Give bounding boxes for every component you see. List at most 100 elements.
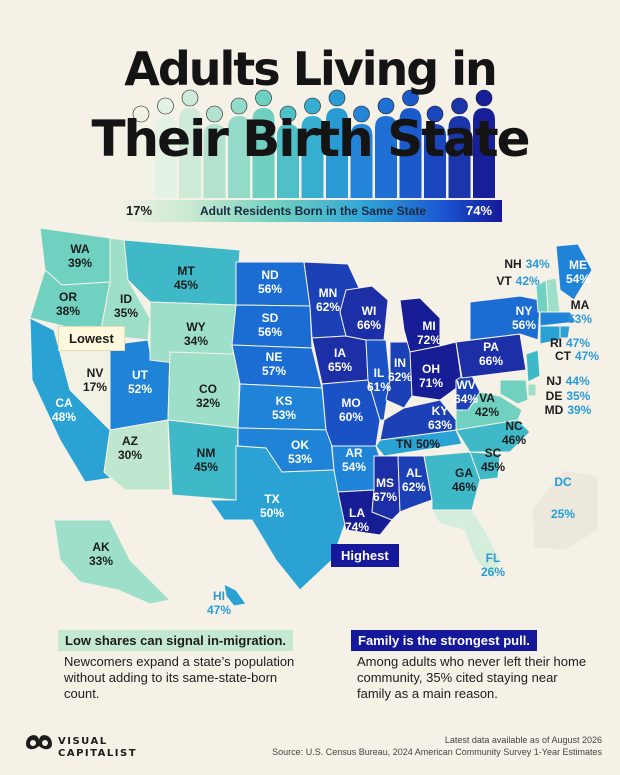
state-value: 34% [183, 334, 209, 348]
state-code: HI [213, 589, 225, 603]
state-label-hi: HI 47% [207, 589, 231, 617]
state-value: 38% [55, 304, 81, 318]
state-code: DE [545, 389, 563, 403]
state-label-wy: WY 34% [184, 320, 208, 348]
state-label-la: LA 74% [345, 506, 369, 534]
highest-callout: Highest [331, 544, 399, 567]
state-co [167, 351, 241, 429]
state-code: NH [504, 257, 522, 271]
state-value: 33% [88, 554, 114, 568]
person-head [157, 97, 174, 115]
state-value: 47% [565, 336, 591, 350]
state-value: 53% [287, 452, 313, 466]
state-label-vt: VT 42% [496, 274, 539, 288]
state-label-az: AZ 30% [118, 434, 142, 462]
state-value: 34% [525, 257, 550, 271]
state-label-ar: AR 54% [342, 446, 366, 474]
state-value: 26% [480, 565, 506, 579]
person-figure [301, 116, 324, 198]
state-ak [53, 519, 172, 605]
state-code: SD [261, 311, 279, 325]
state-value: 67% [372, 490, 398, 504]
insight-left-text: Newcomers expand a state’s population wi… [64, 654, 295, 701]
state-label-ny: NY 56% [512, 304, 536, 332]
state-label-wa: WA 39% [68, 242, 92, 270]
state-code: TX [264, 492, 280, 506]
state-ny [469, 295, 541, 341]
state-label-ok: OK 53% [288, 438, 312, 466]
state-al [397, 455, 433, 513]
state-code: MO [341, 396, 361, 410]
state-de [527, 383, 537, 397]
insight-right-heading: Family is the strongest pull. [351, 630, 537, 651]
state-label-mo: MO 60% [339, 396, 363, 424]
state-code: RI [549, 336, 562, 350]
state-me [555, 243, 593, 301]
state-value: 62% [387, 370, 413, 384]
state-code: CA [55, 396, 73, 410]
state-code: DC [554, 475, 572, 489]
state-code: MN [318, 286, 338, 300]
brand-line-1: VISUAL [58, 736, 108, 747]
state-value: 35% [113, 306, 139, 320]
state-value: 72% [416, 333, 442, 347]
insight-left-heading: Low shares can signal in-migration. [58, 630, 294, 651]
state-value: 47% [574, 349, 600, 363]
person-figure [154, 116, 177, 198]
state-value: 45% [173, 278, 199, 292]
state-label-va: VA 42% [475, 391, 499, 419]
person-head [132, 105, 150, 123]
insight-right-text: Among adults who never left their home c… [357, 654, 587, 701]
state-code: MD [544, 403, 564, 417]
state-label-ak: AK 33% [89, 540, 113, 568]
state-code: AL [406, 466, 422, 480]
state-value: 56% [257, 282, 283, 296]
state-code: VT [496, 274, 512, 288]
person-head [426, 105, 444, 123]
person-head [402, 89, 419, 107]
person-figure [473, 108, 495, 198]
state-label-mn: MN 62% [316, 286, 340, 314]
state-value: 32% [195, 396, 221, 410]
state-label-dc: DC 25% [551, 475, 575, 521]
state-label-mi: MI 72% [417, 319, 441, 347]
state-label-ut: UT 52% [128, 368, 152, 396]
state-tx [209, 445, 351, 591]
state-code: MA [570, 298, 590, 312]
state-code: FL [485, 551, 501, 565]
state-label-al: AL 62% [402, 466, 426, 494]
state-code: ME [569, 258, 587, 272]
state-value: 48% [51, 410, 77, 424]
state-code: TN [395, 437, 412, 451]
state-value: 64% [453, 392, 479, 406]
state-label-mt: MT 45% [174, 264, 198, 292]
state-value: 46% [501, 433, 527, 447]
person-figure [203, 124, 226, 198]
state-label-or: OR 38% [56, 290, 80, 318]
state-code: OH [422, 362, 440, 376]
state-code: NJ [546, 374, 562, 388]
person-figure [228, 116, 250, 198]
person-head [206, 105, 223, 123]
state-code: VA [479, 391, 495, 405]
state-code: WA [70, 242, 90, 256]
state-code: MT [177, 264, 195, 278]
state-label-de: DE 35% [546, 389, 591, 403]
person-head [304, 97, 321, 115]
person-figure [350, 124, 373, 198]
state-value: 65% [327, 360, 353, 374]
state-code: MS [376, 476, 394, 490]
state-code: CO [199, 382, 217, 396]
state-label-nm: NM 45% [194, 446, 218, 474]
state-label-ne: NE 57% [262, 350, 286, 378]
person-head [475, 89, 493, 107]
state-value: 71% [418, 376, 444, 390]
person-figure [252, 108, 275, 198]
person-head [353, 105, 370, 123]
brand-line-2: CAPITALIST [58, 748, 138, 759]
state-code: AK [92, 540, 110, 554]
state-code: MI [422, 319, 436, 333]
brand-name: VISUAL CAPITALIST [58, 736, 137, 760]
state-label-tn: TN 50% [396, 437, 440, 451]
